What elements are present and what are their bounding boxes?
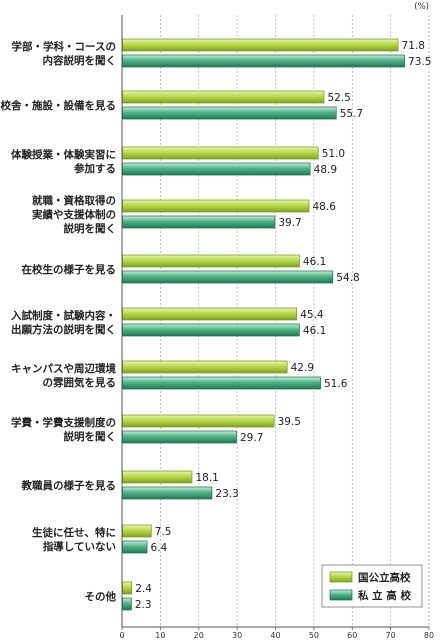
legend-label: 国公立高校 [358, 571, 411, 584]
value-label: 46.1 [303, 256, 326, 268]
x-tick-label: 80 [424, 631, 434, 640]
value-label: 2.3 [135, 599, 152, 611]
bar-1-9 [122, 540, 148, 554]
bar-1-10 [122, 597, 132, 611]
value-label: 18.1 [195, 472, 218, 484]
value-label: 7.5 [155, 526, 172, 538]
x-tick-label: 20 [194, 631, 204, 640]
category-label: キャンパスや周辺環境の雰囲気を見る [11, 362, 116, 389]
value-label: 48.9 [314, 164, 337, 176]
legend-label: 私 立 高 校 [357, 589, 411, 602]
bar-1-0 [122, 54, 405, 68]
value-label: 52.5 [327, 92, 350, 104]
category-label: 学部・学科・コースの内容説明を聞く [12, 40, 116, 67]
bar-1-4 [122, 270, 334, 284]
value-label: 48.6 [313, 201, 337, 213]
bar-1-7 [122, 430, 237, 444]
bar-1-5 [122, 323, 300, 337]
value-label: 29.7 [240, 432, 263, 444]
value-label: 55.7 [340, 108, 363, 120]
bar-1-3 [122, 215, 276, 229]
value-label: 6.4 [151, 542, 168, 554]
bar-0-4 [122, 254, 300, 268]
category-label: 在校生の様子を見る [22, 263, 117, 276]
bar-0-9 [122, 524, 152, 538]
x-tick-label: 30 [232, 631, 242, 640]
bar-1-8 [122, 486, 213, 500]
legend-swatch-1 [329, 589, 353, 601]
bar-1-1 [122, 106, 337, 120]
category-labels: 学部・学科・コースの内容説明を聞く校舎・施設・設備を見る体験授業・体験実習に参加… [1, 40, 117, 603]
category-label: 教職員の様子を見る [21, 479, 117, 492]
legend-swatch-0 [329, 571, 353, 583]
bar-0-0 [122, 38, 399, 52]
category-label: 体験授業・体験実習に参加する [11, 148, 116, 175]
bar-0-8 [122, 470, 193, 484]
value-label: 73.5 [408, 56, 431, 68]
unit-label: (%) [414, 2, 429, 12]
value-label: 54.8 [336, 272, 359, 284]
value-label: 39.7 [278, 217, 301, 229]
bar-0-7 [122, 414, 275, 428]
value-label: 51.6 [324, 378, 348, 390]
value-label: 23.3 [215, 488, 238, 500]
value-label: 2.4 [135, 583, 152, 595]
bar-1-6 [122, 376, 321, 390]
value-label: 51.0 [322, 148, 345, 160]
value-label: 45.4 [300, 309, 324, 321]
category-label: その他 [85, 590, 117, 603]
bar-0-6 [122, 360, 288, 374]
bar-0-2 [122, 146, 319, 160]
bar-0-1 [122, 90, 325, 104]
bar-1-2 [122, 162, 311, 176]
category-label: 就職・資格取得の実績や支援体制の説明を聞く [32, 194, 116, 235]
x-tick-label: 60 [347, 631, 357, 640]
category-label: 学費・学費支援制度の説明を聞く [11, 416, 116, 443]
category-label: 入試制度・試験内容・出願方法の説明を聞く [11, 309, 116, 336]
x-tick-label: 40 [270, 631, 280, 640]
value-label: 39.5 [278, 416, 301, 428]
value-labels: 71.8 73.5 52.5 55.7 51.0 48.9 48.6 39.7 46.1 54.8… [135, 40, 432, 611]
category-label: 生徒に任せ、特に指導していない [32, 526, 116, 553]
bar-0-3 [122, 199, 310, 213]
x-tick-label: 0 [119, 631, 124, 640]
category-label: 校舎・施設・設備を見る [1, 99, 117, 112]
x-tick-label: 50 [309, 631, 319, 640]
value-label: 42.9 [291, 362, 314, 374]
x-tick-label: 10 [155, 631, 165, 640]
value-label: 46.1 [303, 325, 326, 337]
bars [122, 38, 405, 611]
bar-0-10 [122, 581, 133, 595]
x-tick-label: 70 [386, 631, 396, 640]
value-label: 71.8 [402, 40, 425, 52]
axis: 0 10 20 30 40 50 60 70 80 (%) [119, 2, 434, 640]
bar-0-5 [122, 307, 298, 321]
